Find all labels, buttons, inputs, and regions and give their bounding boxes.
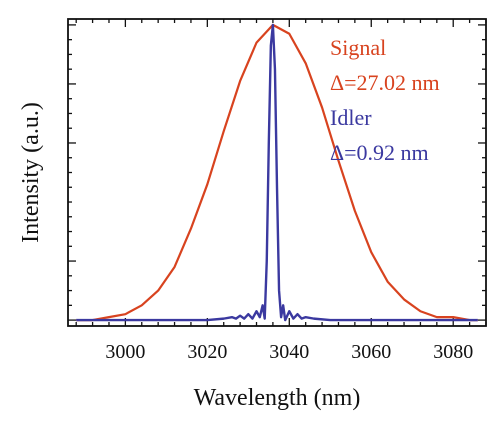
legend-signal-bandwidth: Δ=27.02 nm xyxy=(330,70,440,95)
legend: Signal Δ=27.02 nm Idler Δ=0.92 nm xyxy=(330,35,440,165)
series-layer xyxy=(76,23,478,322)
x-tick-label: 3060 xyxy=(351,341,391,363)
x-tick-label: 3040 xyxy=(269,341,309,363)
x-tick-label: 3020 xyxy=(187,341,227,363)
x-axis-ticks xyxy=(68,19,487,326)
series-line-idler xyxy=(76,23,478,322)
series-line-signal xyxy=(76,23,478,322)
legend-idler-label: Idler xyxy=(330,105,372,130)
x-tick-label: 3000 xyxy=(105,341,145,363)
x-tick-label: 3080 xyxy=(433,341,473,363)
legend-idler-bandwidth: Δ=0.92 nm xyxy=(330,140,429,165)
y-axis-title: Intensity (a.u.) xyxy=(18,102,44,243)
legend-signal-label: Signal xyxy=(330,35,386,60)
x-axis-tick-labels: 3000 3020 3040 3060 3080 xyxy=(105,341,473,363)
x-axis-title: Wavelength (nm) xyxy=(194,385,361,411)
